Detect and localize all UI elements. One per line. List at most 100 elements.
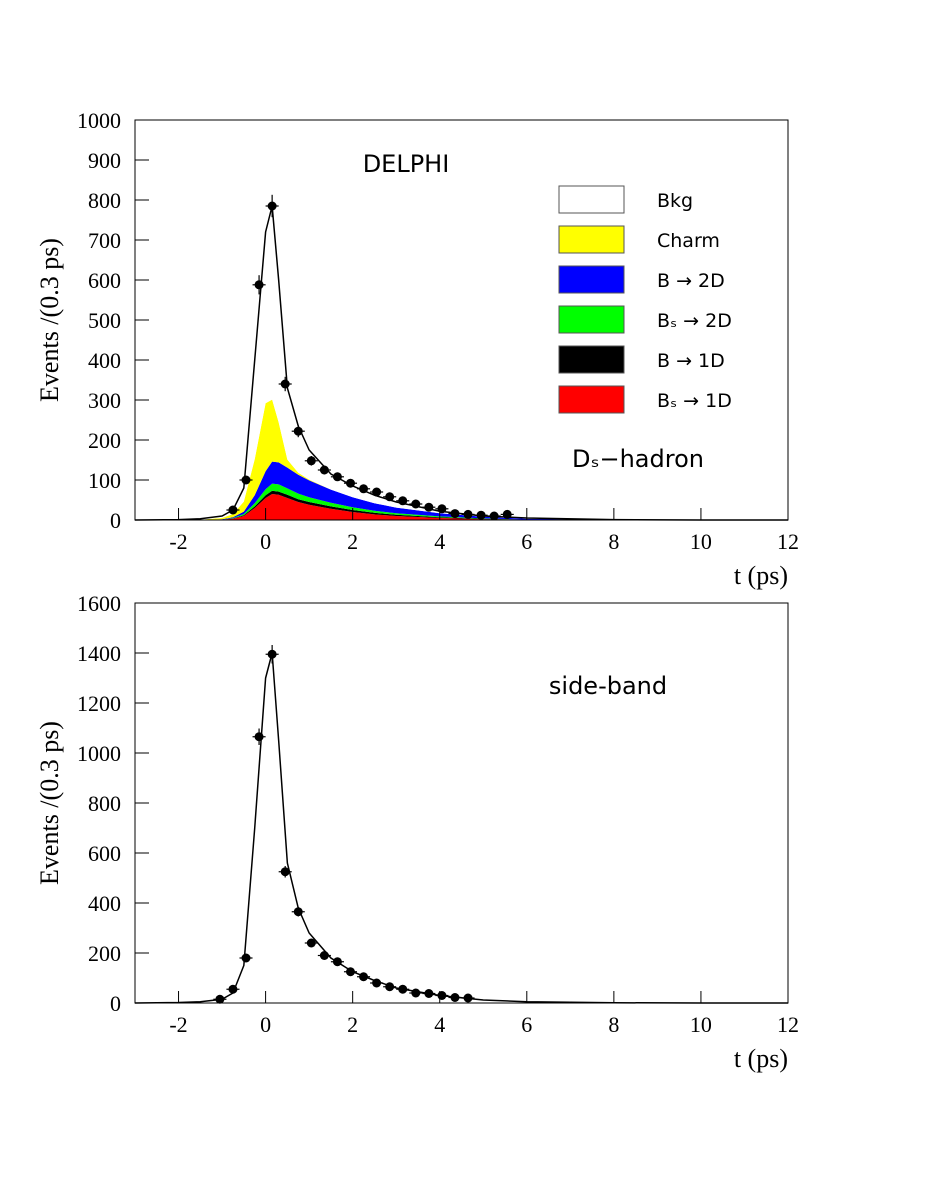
data-point bbox=[319, 465, 329, 475]
y-tick-label: 900 bbox=[88, 148, 121, 173]
stack-area bbox=[135, 494, 788, 520]
data-point bbox=[437, 504, 447, 514]
data-point bbox=[398, 984, 408, 994]
data-point bbox=[424, 989, 434, 998]
data-point bbox=[372, 487, 382, 497]
y-tick-label: 0 bbox=[110, 991, 121, 1016]
y-tick-label: 800 bbox=[88, 791, 121, 816]
data-point bbox=[372, 978, 382, 988]
data-point bbox=[241, 953, 251, 963]
data-point bbox=[411, 499, 421, 509]
data-point bbox=[280, 867, 290, 877]
annotation: DELPHI bbox=[363, 150, 450, 178]
data-point bbox=[332, 957, 342, 967]
y-tick-label: 800 bbox=[88, 188, 121, 213]
x-axis-label: t (ps) bbox=[734, 561, 788, 590]
data-point bbox=[293, 426, 303, 436]
y-tick-label: 200 bbox=[88, 941, 121, 966]
data-point bbox=[398, 496, 408, 506]
data-point bbox=[476, 510, 486, 520]
data-point bbox=[385, 492, 395, 502]
legend-swatch bbox=[558, 385, 625, 414]
panel: Bₛ → 1D B → 1D Bₛ → 2D B → 2D Charm Bkg -2 0 2 4 6… bbox=[35, 108, 799, 590]
data-point bbox=[332, 472, 342, 482]
stack-area bbox=[135, 461, 788, 520]
data-point bbox=[267, 649, 277, 659]
data-point bbox=[241, 475, 251, 485]
y-tick-label: 300 bbox=[88, 388, 121, 413]
data-point bbox=[424, 502, 434, 512]
stack-area bbox=[135, 206, 788, 520]
data-point bbox=[489, 511, 499, 521]
x-tick-label: 2 bbox=[347, 1012, 358, 1037]
legend-label: Charm bbox=[657, 230, 720, 252]
data-point bbox=[228, 505, 238, 515]
y-tick-label: 600 bbox=[88, 268, 121, 293]
x-tick-label: -2 bbox=[169, 529, 187, 554]
y-tick-label: 1200 bbox=[77, 691, 121, 716]
data-point bbox=[306, 456, 316, 466]
data-point bbox=[463, 993, 473, 1003]
data-point bbox=[319, 951, 329, 960]
legend-label: B → 2D bbox=[657, 270, 725, 292]
data-point bbox=[306, 938, 316, 948]
data-point bbox=[463, 509, 473, 519]
data-point bbox=[254, 732, 264, 742]
y-tick-label: 1000 bbox=[77, 108, 121, 133]
data-point bbox=[385, 982, 395, 992]
x-tick-label: 12 bbox=[777, 529, 799, 554]
legend-swatch bbox=[558, 185, 625, 214]
data-point bbox=[228, 984, 238, 994]
legend-label: B → 1D bbox=[657, 350, 725, 372]
x-tick-label: 2 bbox=[347, 529, 358, 554]
data-point bbox=[254, 280, 264, 290]
data-point bbox=[502, 509, 512, 519]
legend-swatch bbox=[558, 305, 625, 334]
data-point bbox=[215, 994, 225, 1004]
x-axis-label: t (ps) bbox=[734, 1044, 788, 1073]
x-tick-label: 4 bbox=[434, 1012, 445, 1037]
x-tick-label: 12 bbox=[777, 1012, 799, 1037]
x-tick-label: 6 bbox=[521, 1012, 532, 1037]
panel: -2 0 2 4 6 8 10 12 0 200 400 600 800 1000 1200 1400 1600… bbox=[35, 591, 799, 1073]
y-axis-label: Events /(0.3 ps) bbox=[35, 238, 64, 402]
x-tick-label: 0 bbox=[260, 529, 271, 554]
x-tick-label: 8 bbox=[608, 1012, 619, 1037]
annotation: side-band bbox=[549, 672, 667, 700]
legend-label: Bkg bbox=[657, 190, 693, 212]
x-tick-label: 8 bbox=[608, 529, 619, 554]
y-tick-label: 100 bbox=[88, 468, 121, 493]
legend-swatch bbox=[558, 345, 625, 374]
x-tick-label: 6 bbox=[521, 529, 532, 554]
data-point bbox=[359, 484, 369, 494]
stack-area bbox=[135, 399, 788, 520]
legend-label: Bₛ → 2D bbox=[657, 310, 732, 332]
legend-label: Bₛ → 1D bbox=[657, 390, 732, 412]
data-point bbox=[345, 478, 355, 488]
annotation: Dₛ−hadron bbox=[572, 445, 704, 473]
data-point bbox=[359, 972, 369, 982]
data-point bbox=[293, 907, 303, 917]
x-tick-label: 0 bbox=[260, 1012, 271, 1037]
data-point bbox=[267, 201, 277, 211]
data-point bbox=[437, 991, 447, 1000]
y-tick-label: 1000 bbox=[77, 741, 121, 766]
y-tick-label: 700 bbox=[88, 228, 121, 253]
data-point bbox=[450, 509, 460, 519]
plot-frame bbox=[134, 602, 789, 1004]
legend-swatch bbox=[558, 225, 625, 254]
data-point bbox=[280, 379, 290, 389]
y-tick-label: 1400 bbox=[77, 641, 121, 666]
y-tick-label: 0 bbox=[110, 508, 121, 533]
data-point bbox=[345, 967, 355, 977]
x-tick-label: -2 bbox=[169, 1012, 187, 1037]
data-point bbox=[450, 993, 460, 1002]
legend-swatch bbox=[558, 265, 625, 294]
y-tick-label: 500 bbox=[88, 308, 121, 333]
y-tick-label: 400 bbox=[88, 348, 121, 373]
data-point bbox=[411, 988, 421, 998]
x-tick-label: 10 bbox=[690, 1012, 712, 1037]
y-tick-label: 600 bbox=[88, 841, 121, 866]
y-tick-label: 1600 bbox=[77, 591, 121, 616]
